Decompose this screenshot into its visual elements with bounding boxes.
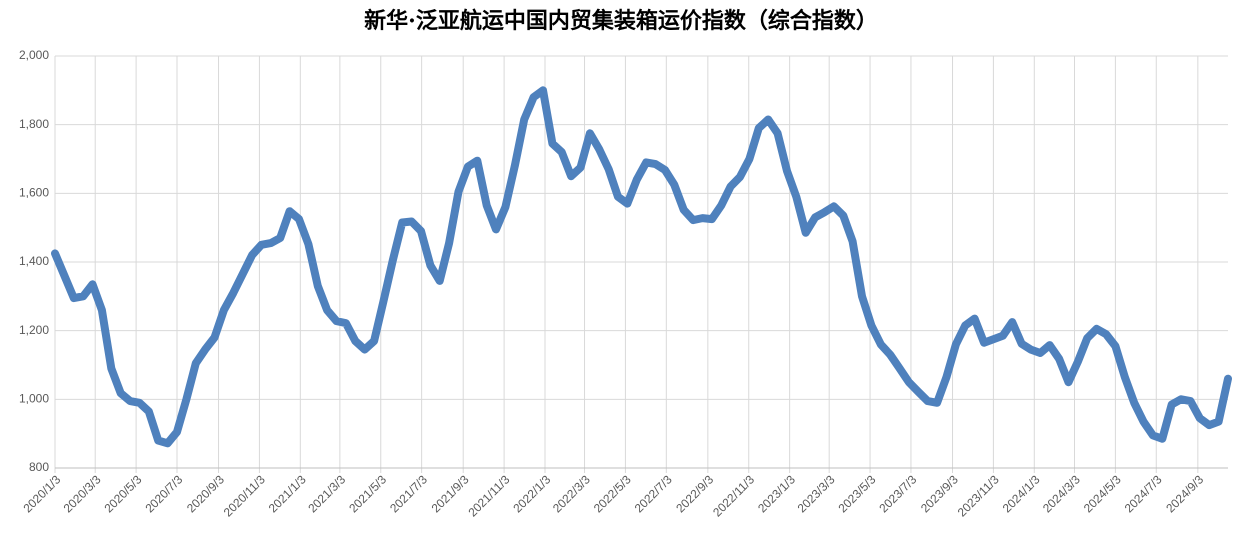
y-tick-label: 1,000 [19,392,49,406]
x-tick-label: 2021/1/3 [266,472,309,515]
x-tick-label: 2024/1/3 [1000,472,1043,515]
x-tick-label: 2022/1/3 [510,472,553,515]
y-tick-label: 1,200 [19,323,49,337]
x-tick-label: 2023/5/3 [835,472,878,515]
y-tick-label: 1,600 [19,186,49,200]
y-tick-label: 800 [29,460,49,474]
x-tick-label: 2023/7/3 [876,472,919,515]
x-tick-label: 2024/3/3 [1040,472,1083,515]
x-tick-label: 2024/5/3 [1081,472,1124,515]
x-tick-label: 2020/3/3 [61,472,104,515]
x-tick-label: 2020/7/3 [142,472,185,515]
y-tick-label: 2,000 [19,48,49,62]
x-tick-label: 2024/9/3 [1163,472,1206,515]
y-tick-label: 1,800 [19,117,49,131]
x-tick-label: 2020/1/3 [20,472,63,515]
chart-title: 新华·泛亚航运中国内贸集装箱运价指数（综合指数） [364,8,878,34]
y-tick-label: 1,400 [19,254,49,268]
x-tick-label: 2021/7/3 [387,472,430,515]
x-tick-label: 2023/1/3 [755,472,798,515]
line-series [51,86,1232,448]
x-tick-label: 2022/5/3 [591,472,634,515]
x-tick-label: 2020/5/3 [102,472,145,515]
x-tick-label: 2021/5/3 [346,472,389,515]
x-tick-label: 2022/11/3 [710,472,757,519]
x-tick-label: 2021/11/3 [465,472,512,519]
x-tick-label: 2024/7/3 [1122,472,1165,515]
x-tick-label: 2023/3/3 [795,472,838,515]
x-tick-label: 2021/3/3 [305,472,348,515]
x-tick-label: 2020/11/3 [221,472,268,519]
x-tick-label: 2022/7/3 [632,472,675,515]
x-tick-label: 2022/3/3 [550,472,593,515]
x-tick-label: 2023/11/3 [955,472,1002,519]
